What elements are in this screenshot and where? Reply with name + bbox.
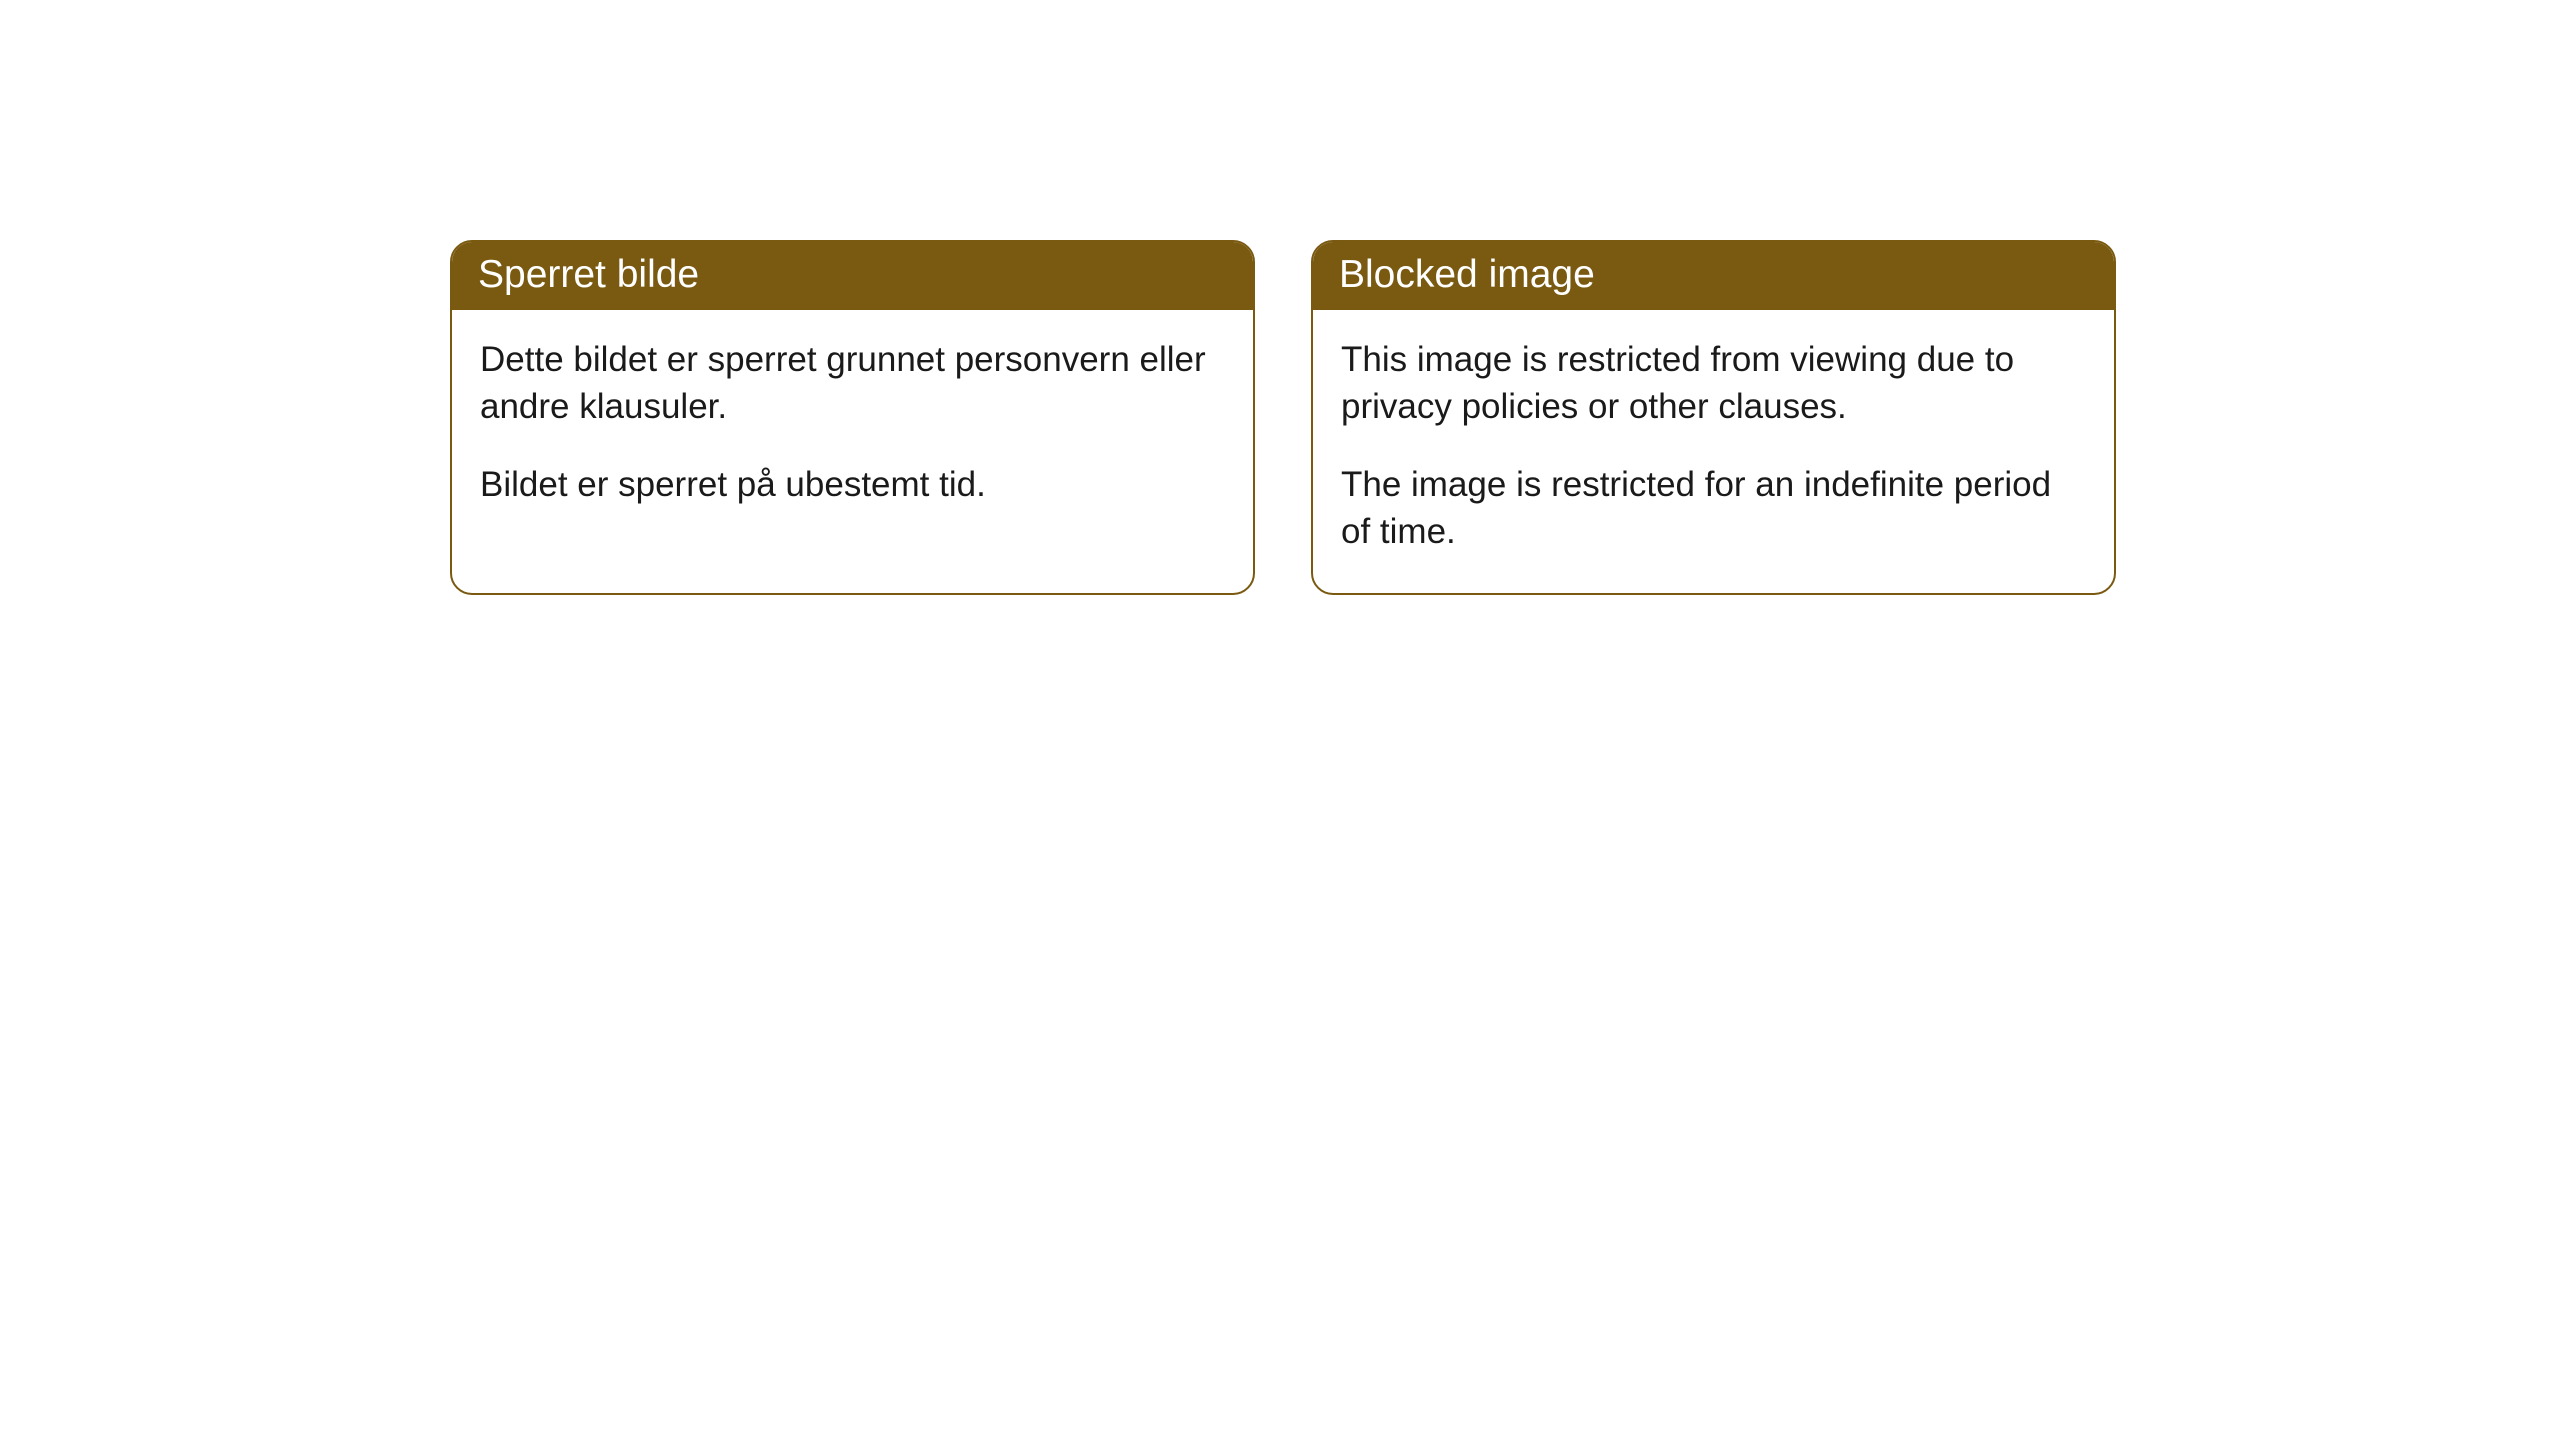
card-title: Sperret bilde (478, 253, 699, 296)
card-paragraph: Dette bildet er sperret grunnet personve… (480, 336, 1225, 431)
card-english: Blocked image This image is restricted f… (1311, 240, 2116, 595)
card-header: Blocked image (1313, 242, 2114, 310)
card-header: Sperret bilde (452, 242, 1253, 310)
cards-container: Sperret bilde Dette bildet er sperret gr… (450, 240, 2560, 595)
card-paragraph: This image is restricted from viewing du… (1341, 336, 2086, 431)
card-body: This image is restricted from viewing du… (1313, 310, 2114, 593)
card-body: Dette bildet er sperret grunnet personve… (452, 310, 1253, 546)
card-title: Blocked image (1339, 253, 1595, 296)
card-paragraph: The image is restricted for an indefinit… (1341, 461, 2086, 556)
card-paragraph: Bildet er sperret på ubestemt tid. (480, 461, 1225, 508)
card-norwegian: Sperret bilde Dette bildet er sperret gr… (450, 240, 1255, 595)
